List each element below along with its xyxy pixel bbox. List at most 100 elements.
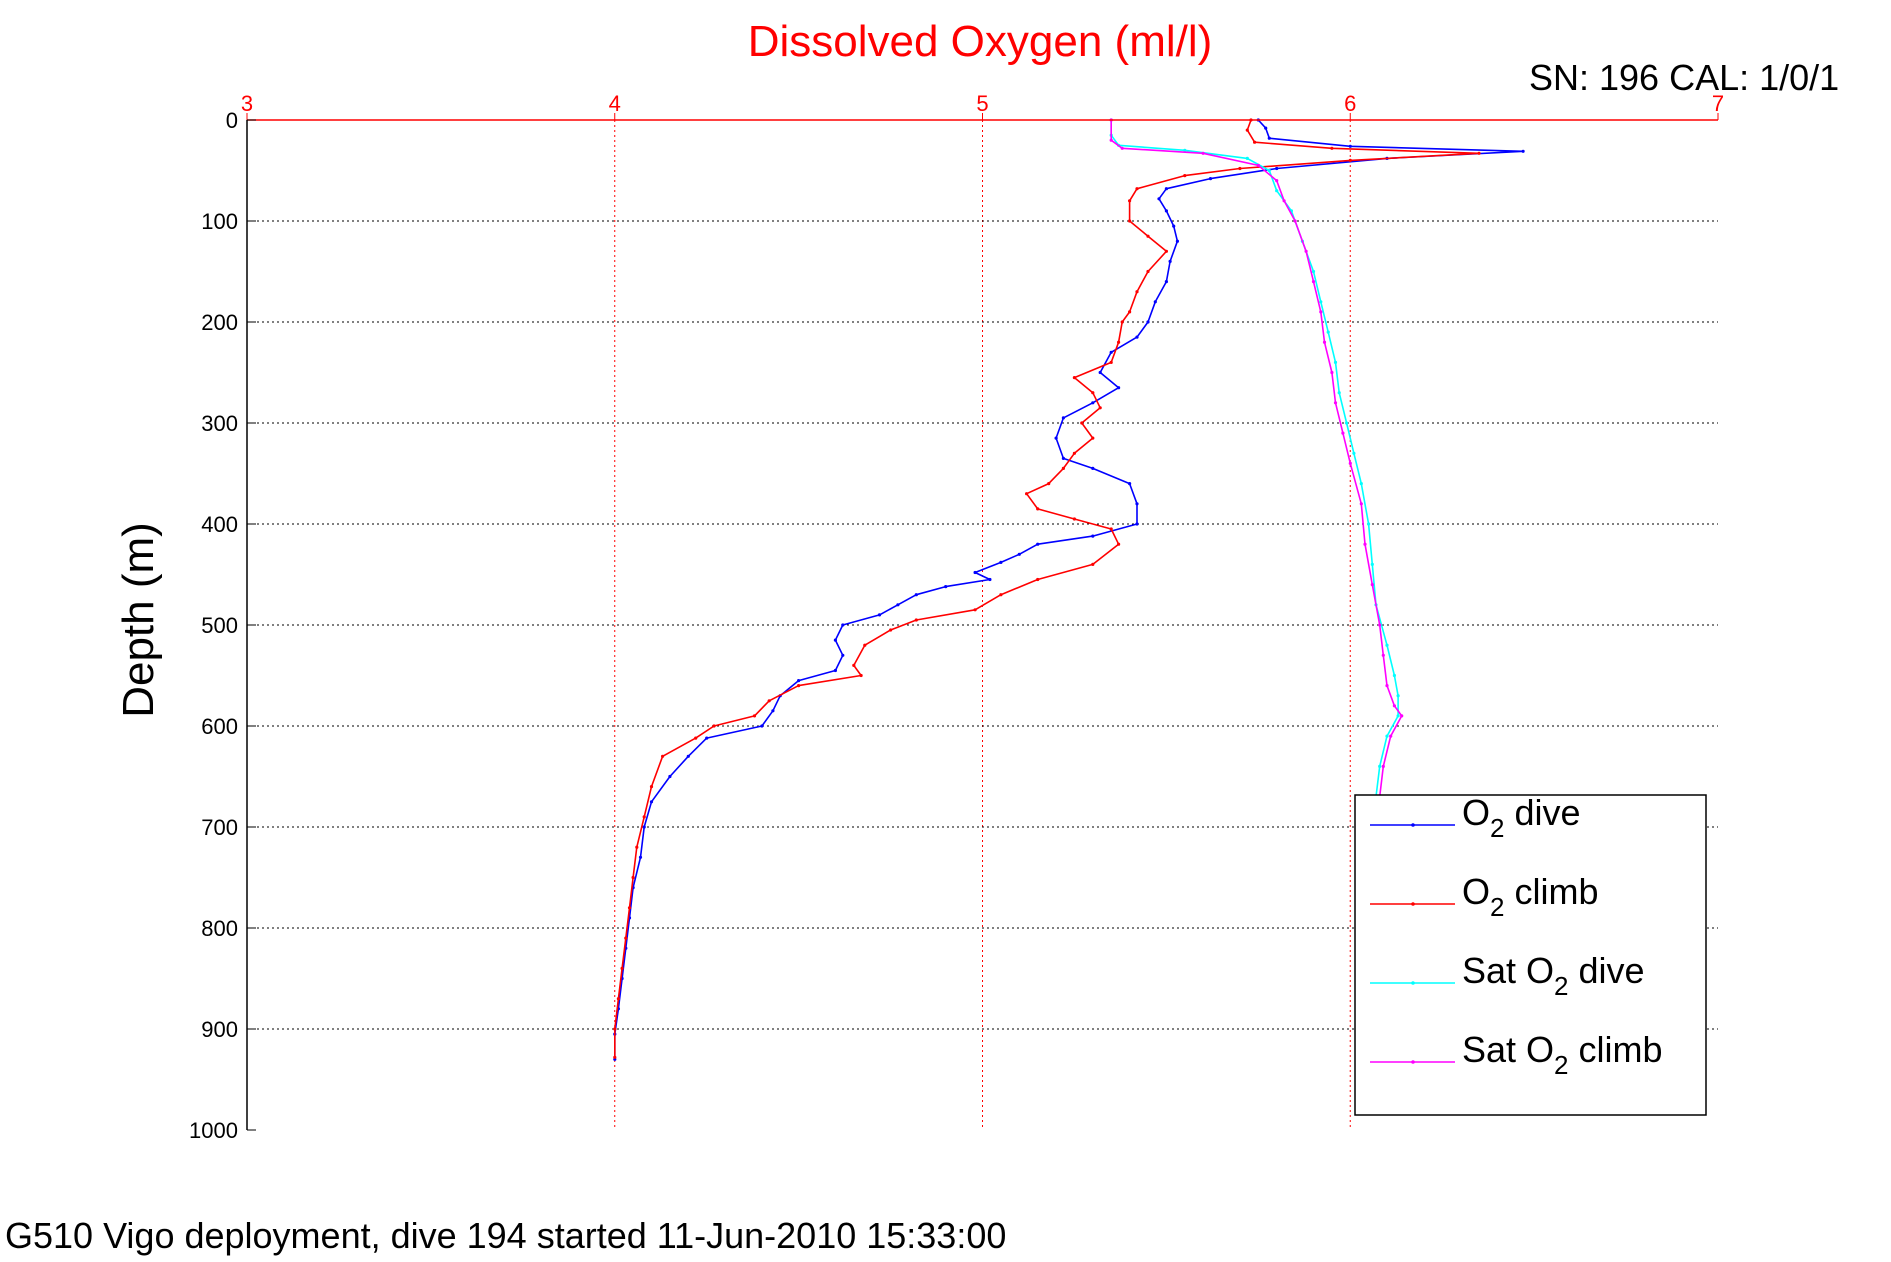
y-tick-label: 0 [226, 108, 238, 133]
chart-title: Dissolved Oxygen (ml/l) [748, 17, 1213, 66]
data-point [1322, 340, 1327, 344]
data-point [1363, 542, 1367, 546]
data-point [686, 754, 690, 758]
legend-marker [1411, 902, 1415, 906]
data-point [616, 997, 621, 1001]
data-point [1337, 391, 1341, 395]
legend-label-sat-o2-climb: Sat O2 climb [1462, 1029, 1663, 1080]
data-point [613, 1055, 617, 1059]
y-tick-label: 1000 [189, 1118, 238, 1143]
data-point [1348, 461, 1352, 465]
data-point [624, 936, 628, 940]
data-point [712, 724, 716, 728]
footer-caption: G510 Vigo deployment, dive 194 started 1… [5, 1215, 1006, 1256]
data-point [1036, 507, 1040, 511]
data-point [1341, 431, 1345, 435]
data-point [752, 714, 757, 718]
data-point [1521, 149, 1525, 153]
data-point [1135, 522, 1139, 526]
series-o2-dive [613, 118, 1525, 1061]
legend-label-subscript: 2 [1554, 971, 1568, 1001]
data-point [988, 577, 992, 582]
data-point [944, 585, 948, 589]
x-tick-label: 5 [976, 91, 988, 116]
data-point [1267, 168, 1271, 173]
data-point [1304, 249, 1308, 253]
legend-label-main: Sat O [1462, 950, 1554, 991]
data-point [1109, 350, 1113, 354]
series-layer [613, 118, 1525, 1061]
data-point [889, 628, 893, 632]
data-point [1370, 583, 1374, 587]
data-point [863, 643, 867, 647]
data-point [767, 699, 771, 703]
data-point [635, 845, 639, 849]
data-point [833, 638, 838, 642]
x-tick-label: 3 [241, 91, 253, 116]
data-point [999, 560, 1003, 565]
data-point [1311, 269, 1316, 274]
y-tick-label: 700 [201, 815, 238, 840]
legend-label-rest: dive [1504, 792, 1580, 833]
data-point [1109, 527, 1113, 531]
data-point [1201, 151, 1205, 155]
data-point [694, 736, 698, 740]
data-point [852, 663, 856, 668]
data-point [1275, 189, 1279, 193]
legend-label-rest: climb [1504, 871, 1598, 912]
data-point [1359, 482, 1363, 486]
data-point [1072, 451, 1076, 455]
data-point [1359, 502, 1363, 506]
data-point [1477, 151, 1481, 155]
data-point [642, 815, 646, 819]
data-point [661, 754, 665, 758]
data-point [841, 653, 845, 657]
legend-label-subscript: 2 [1490, 813, 1504, 843]
data-point [1072, 517, 1076, 521]
data-point [1275, 179, 1279, 183]
legend-label-main: Sat O [1462, 1029, 1554, 1070]
data-point [1047, 482, 1051, 486]
data-point [1370, 562, 1374, 567]
data-point [1117, 340, 1121, 344]
data-point [1275, 166, 1279, 171]
y-axis-label: Depth (m) [114, 522, 163, 718]
data-point [1157, 197, 1161, 201]
data-point [1091, 534, 1095, 538]
data-point [1330, 146, 1334, 150]
data-point [1054, 436, 1058, 440]
data-point [627, 906, 632, 910]
data-point [771, 709, 775, 713]
x-tick-label: 4 [609, 91, 621, 116]
data-point [1348, 158, 1352, 162]
data-point [1396, 694, 1400, 698]
data-point [1392, 704, 1396, 708]
data-point [877, 613, 882, 617]
data-point [1164, 187, 1168, 191]
data-point [1345, 421, 1349, 425]
data-point [1164, 249, 1168, 253]
data-point [1061, 416, 1065, 420]
x-ticks: 3 4 5 6 7 [241, 91, 1724, 120]
data-point [1319, 310, 1323, 314]
y-tick-label: 200 [201, 310, 238, 335]
data-point [1385, 734, 1389, 738]
data-point [797, 684, 801, 688]
data-point [973, 570, 977, 575]
data-point [1135, 502, 1139, 506]
y-tick-label: 800 [201, 916, 238, 941]
data-point [1128, 482, 1132, 486]
legend-label-rest: climb [1569, 1029, 1663, 1070]
y-tick-label: 500 [201, 613, 238, 638]
data-point [1091, 391, 1095, 395]
data-point [1025, 492, 1029, 496]
y-tick-label: 900 [201, 1017, 238, 1042]
data-point [1326, 330, 1330, 334]
data-point [1172, 224, 1176, 228]
data-point [1396, 714, 1400, 718]
data-point [1267, 136, 1271, 140]
series-sat-o2-climb [1109, 118, 1404, 799]
data-point [1208, 177, 1213, 181]
data-point [1381, 764, 1385, 769]
